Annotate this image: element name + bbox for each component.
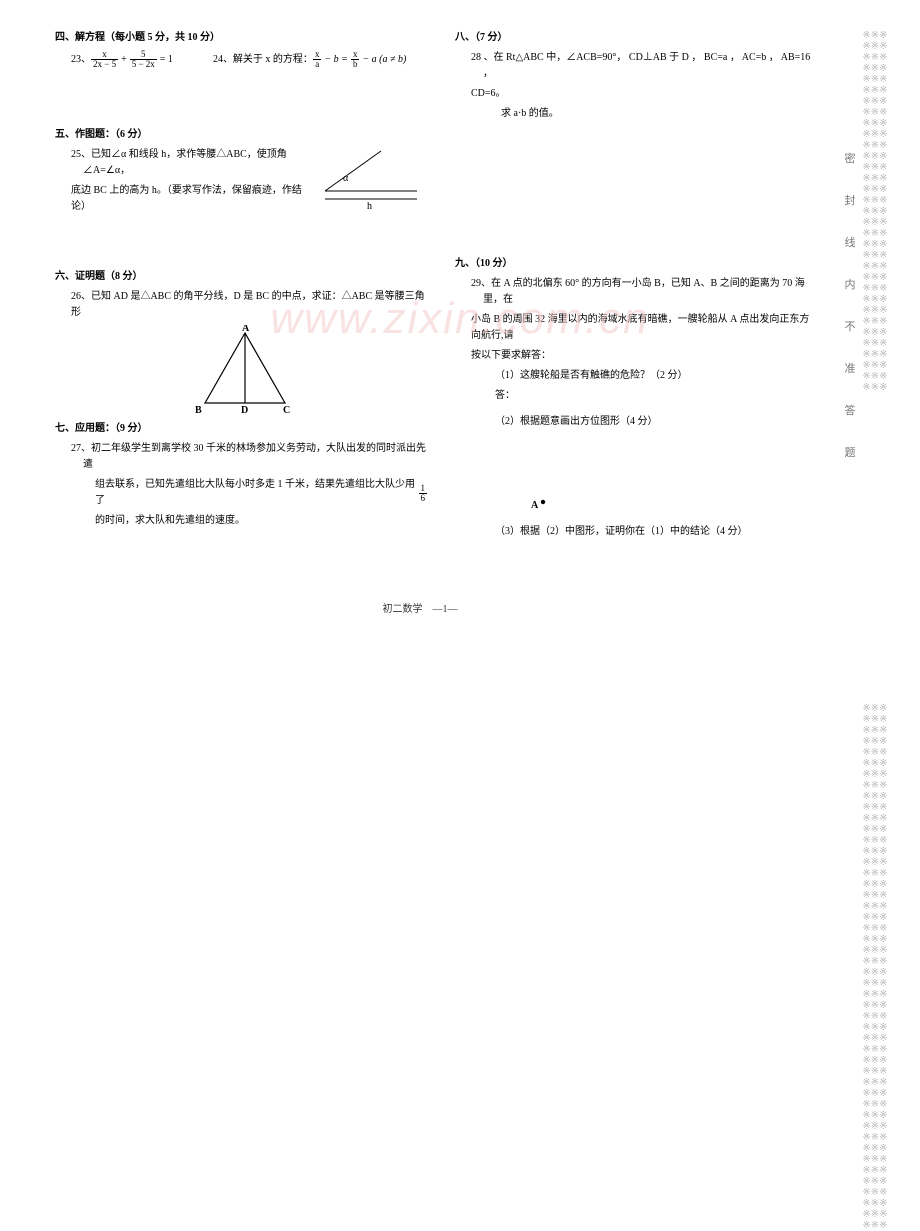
page-content: 四、解方程（每小题 5 分，共 10 分） 23、 x 2x − 5 + 5 5… [0,0,840,560]
problem-28-l2: CD=6。 [455,86,817,102]
p24-frac2-num: x [351,50,360,59]
problem-29-sub3: （3）根据（2）中图形，证明你在（1）中的结论（4 分） [455,524,817,540]
p23-frac2-den: 5 − 2x [130,59,157,69]
strip-char-3: 内 [845,276,856,292]
strip-char-2: 线 [845,234,856,250]
strip-char-7: 题 [845,444,856,460]
problem-23-24-row: 23、 x 2x − 5 + 5 5 − 2x = 1 24、解关于 x 的方程… [55,50,427,69]
problem-29-l3: 按以下要求解答： [455,348,817,364]
problem-29-ans: 答： [455,388,817,404]
problem-25-l2: 底边 BC 上的高为 h。（要求写作法，保留痕迹，作结论） [55,183,307,215]
problem-27-l3: 的时间，求大队和先遣组的速度。 [55,513,427,529]
p24-label: 24、解关于 x 的方程： [213,52,313,68]
problem-29-l1: 29、在 A 点的北偏东 60° 的方向有一小岛 B，已知 A、B 之间的距离为… [455,276,817,308]
p24-frac2-den: b [351,59,360,69]
section-6-head: 六、证明题（8 分） [55,269,427,285]
strip-char-1: 封 [845,192,856,208]
tri-C: C [283,405,290,416]
strip-char-5: 准 [845,360,856,376]
triangle-diagram: A B D C [195,325,295,417]
column-left: 四、解方程（每小题 5 分，共 10 分） 23、 x 2x − 5 + 5 5… [55,30,445,560]
problem-27-l2-text: 组去联系，已知先遣组比大队每小时多走 1 千米，结果先遣组比大队少用了 [95,477,416,509]
problem-26: 26、已知 AD 是△ABC 的角平分线，D 是 BC 的中点，求证：△ABC … [55,289,427,321]
tri-B: B [195,405,202,416]
p24-frac1-den: a [313,59,321,69]
section-7-head: 七、应用题：（9 分） [55,421,427,437]
angle-diagram: α h [317,147,427,209]
problem-29-l2: 小岛 B 的周围 32 海里以内的海域水底有暗礁，一艘轮船从 A 点出发向正东方… [455,312,817,344]
strip-border-pattern: ※※※※※※※※※※※※※※※※※※※※※※※※※※※※※※※※※※※※※※※※… [860,0,890,637]
strip-char-6: 答 [845,402,856,418]
strip-vertical-label: 密 封 线 内 不 准 答 题 [840,0,860,637]
problem-25-l1: 25、已知∠α 和线段 h，求作等腰△ABC，使顶角∠A=∠α， [55,147,307,179]
p23-frac1-den: 2x − 5 [91,59,118,69]
strip-char-4: 不 [845,318,856,334]
section-8-head: 八、（7 分） [455,30,817,46]
page-footer: 初二数学 —1— [0,600,840,615]
section-5-head: 五、作图题：（6 分） [55,127,427,143]
p24-frac1-num: x [313,50,322,59]
section-4-head: 四、解方程（每小题 5 分，共 10 分） [55,30,427,46]
p27-frac: 1 6 [419,484,428,503]
p23-frac2: 5 5 − 2x [130,50,157,69]
tri-A: A [242,325,250,334]
p24-mid: − b = [324,52,348,68]
point-a-diagram: A [525,498,555,514]
section-9-head: 九、（10 分） [455,256,817,272]
problem-28-l3: 求 a·b 的值。 [455,106,817,122]
problem-29-sub1: （1）这艘轮船是否有触礁的危险？（2 分） [455,368,817,384]
p23-frac1-num: x [100,50,109,59]
tri-D: D [241,405,248,416]
p23-plus: + [121,52,127,68]
p24-tail: − a (a ≠ b) [362,52,406,68]
problem-27-l1: 27、初二年级学生到离学校 30 千米的林场参加义务劳动，大队出发的同时派出先遣 [55,441,427,473]
alpha-label: α [343,173,349,184]
p23-number: 23、 [71,52,91,68]
p23-frac2-num: 5 [139,50,148,59]
right-margin-strip: 密 封 线 内 不 准 答 题 ※※※※※※※※※※※※※※※※※※※※※※※※… [840,0,920,637]
column-right: 八、（7 分） 28 、在 Rt△ABC 中，∠ACB=90°， CD⊥AB 于… [445,30,835,560]
p23-frac1: x 2x − 5 [91,50,118,69]
p24-frac2: x b [351,50,360,69]
problem-29-sub2: （2）根据题意画出方位图形（4 分） [455,414,817,430]
h-label: h [367,201,372,209]
problem-27-l2: 组去联系，已知先遣组比大队每小时多走 1 千米，结果先遣组比大队少用了 1 6 [55,477,427,509]
strip-char-0: 密 [845,150,856,166]
p27-frac-num: 1 [419,484,428,493]
p23-eq: = 1 [160,52,173,68]
p24-frac1: x a [313,50,322,69]
problem-28-l1: 28 、在 Rt△ABC 中，∠ACB=90°， CD⊥AB 于 D ， BC=… [455,50,817,82]
point-a-label: A [531,500,539,511]
p27-frac-den: 6 [419,493,428,503]
